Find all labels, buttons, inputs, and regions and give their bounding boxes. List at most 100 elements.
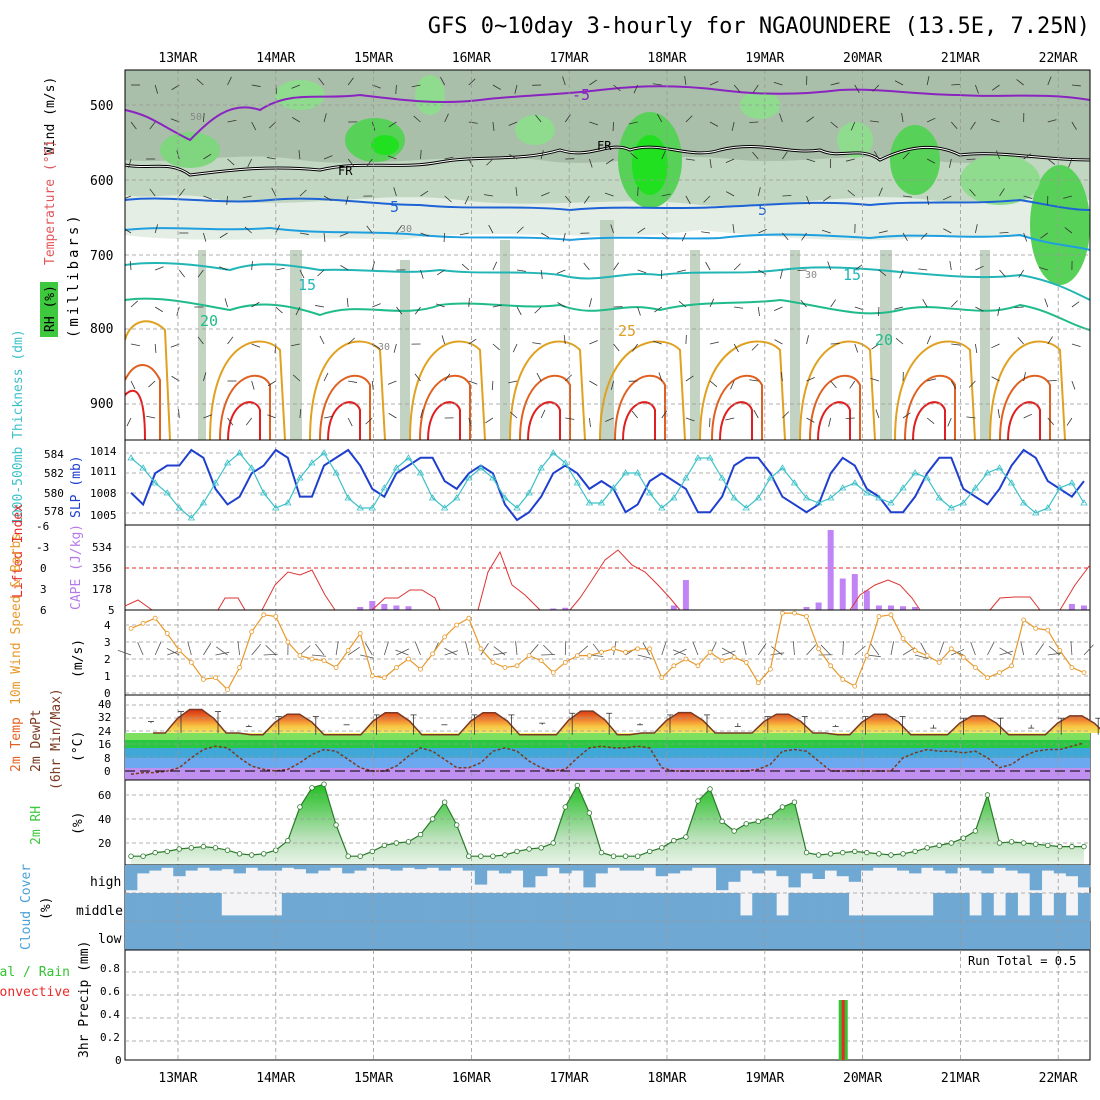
cape-bar bbox=[393, 605, 400, 610]
wind-barb bbox=[540, 232, 550, 238]
cloud-middle bbox=[909, 915, 922, 921]
thickness-point bbox=[935, 494, 943, 501]
rh-point bbox=[827, 851, 834, 857]
thickness-point bbox=[983, 469, 992, 476]
rh-point bbox=[671, 837, 677, 844]
thickness-point bbox=[428, 494, 437, 501]
wind-barb bbox=[266, 157, 276, 160]
wind-barb bbox=[557, 302, 566, 308]
wind-barb bbox=[315, 643, 325, 656]
cape-bar bbox=[827, 530, 834, 610]
wind-barb bbox=[267, 380, 276, 387]
cloud-high bbox=[245, 865, 258, 868]
wind-speed-point bbox=[912, 648, 918, 653]
cape-bar bbox=[670, 605, 677, 610]
wind-barb bbox=[117, 649, 132, 656]
wind-barb bbox=[275, 224, 281, 234]
cloud-high bbox=[474, 865, 488, 885]
wind-barb bbox=[492, 343, 500, 351]
cape-bar bbox=[839, 578, 846, 610]
rh-point bbox=[647, 848, 653, 855]
wind-barb bbox=[637, 654, 652, 659]
thickness-point bbox=[802, 494, 811, 501]
wind-barb bbox=[125, 228, 132, 234]
wind-barb bbox=[219, 232, 228, 239]
wind-barb bbox=[847, 190, 856, 197]
wind-barb bbox=[515, 187, 518, 197]
wind-speed-point bbox=[1009, 663, 1014, 669]
contour-label: 25 bbox=[618, 322, 636, 340]
cloud-middle bbox=[836, 893, 850, 921]
wind-barb bbox=[203, 414, 212, 419]
contour-fr-inner bbox=[125, 145, 1090, 176]
wind-barb bbox=[1071, 343, 1081, 348]
rh2m-panel: 2m RH (%) 20 40 60 bbox=[29, 779, 1091, 866]
wind-barb bbox=[468, 338, 477, 345]
wind-barb bbox=[823, 195, 831, 202]
wind-speed-point bbox=[1081, 670, 1087, 675]
wind-barb bbox=[508, 121, 518, 126]
thickness-point bbox=[235, 449, 244, 456]
ytick: 0 bbox=[115, 1054, 122, 1067]
rh2m-ylabel: 2m RH bbox=[29, 806, 44, 845]
wind-barb bbox=[725, 417, 735, 421]
cloud-high bbox=[933, 865, 946, 871]
wind-barb bbox=[583, 195, 590, 204]
cloud-middle bbox=[631, 893, 644, 921]
contour-label: FR bbox=[338, 164, 353, 178]
wind-speed-point bbox=[381, 675, 387, 681]
cloud-middle bbox=[257, 915, 271, 921]
wind-barb bbox=[383, 641, 389, 656]
wind-barb bbox=[871, 343, 880, 350]
wind-barb bbox=[709, 380, 718, 388]
wind-barb bbox=[396, 225, 403, 234]
thickness-ticks: 584 582 580 578 bbox=[44, 448, 64, 518]
wind-barb bbox=[774, 306, 783, 312]
wind-barb bbox=[340, 265, 349, 271]
temp-ticks: 0 8 16 24 32 40 bbox=[98, 698, 112, 778]
rh-point bbox=[369, 848, 375, 855]
wind-barb bbox=[975, 265, 984, 271]
wind-speed-point bbox=[888, 612, 894, 618]
cloud-high bbox=[704, 865, 717, 868]
temp-area bbox=[153, 709, 1100, 735]
wind-barb bbox=[347, 158, 355, 167]
run-total: Run Total = 0.5 bbox=[968, 954, 1076, 968]
wind-barb bbox=[218, 266, 228, 271]
wind-barb bbox=[658, 372, 663, 382]
wind-barb bbox=[1039, 266, 1048, 271]
wind-barb bbox=[197, 269, 204, 278]
wind-barb bbox=[630, 152, 638, 160]
cloud-middle bbox=[402, 893, 415, 921]
contour-label: 5 bbox=[758, 201, 767, 219]
rh-label: 50 bbox=[190, 112, 202, 123]
wind-barb bbox=[1071, 84, 1081, 87]
thickness-point bbox=[501, 494, 509, 501]
date-label: 21MAR bbox=[941, 1071, 980, 1086]
wind-speed-markers bbox=[128, 610, 1087, 692]
ytick: 24 bbox=[98, 725, 112, 738]
wind-barb bbox=[459, 232, 469, 236]
wind-barb bbox=[685, 158, 695, 161]
wind-barb bbox=[999, 650, 1014, 656]
wind-speed-point bbox=[394, 665, 399, 670]
cloud-bars bbox=[125, 865, 1091, 950]
wind-barb bbox=[613, 343, 620, 352]
wind-barb bbox=[1047, 652, 1062, 656]
wind-barb bbox=[874, 151, 880, 160]
wind-barb bbox=[251, 343, 261, 348]
wind-barb bbox=[154, 306, 164, 313]
date-label: 13MAR bbox=[158, 1071, 197, 1086]
wind-barb bbox=[951, 648, 965, 656]
contour-label: 15 bbox=[843, 266, 861, 284]
wind-barb bbox=[782, 411, 790, 419]
wind-barb bbox=[1014, 306, 1024, 309]
ytick: 1014 bbox=[90, 445, 117, 458]
cloud-middle bbox=[788, 893, 801, 921]
wind-barb bbox=[926, 76, 930, 86]
wind-barb bbox=[610, 380, 614, 390]
wind-barb bbox=[654, 306, 663, 313]
rh-point bbox=[1081, 843, 1087, 850]
wind-speed-point bbox=[454, 622, 460, 628]
wind-barb bbox=[1071, 301, 1080, 308]
